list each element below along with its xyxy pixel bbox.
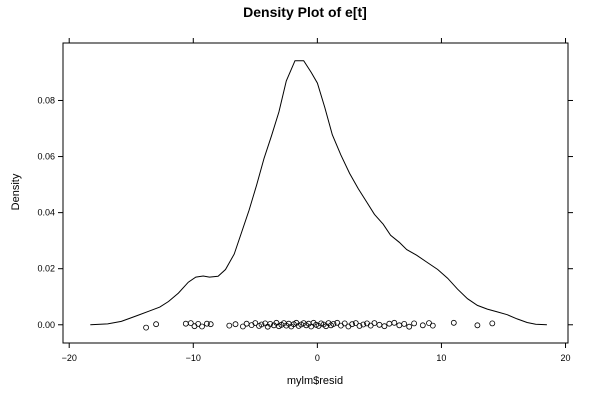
rug-points xyxy=(143,319,496,331)
rug-point xyxy=(330,320,337,327)
rug-point xyxy=(258,321,265,328)
rug-point xyxy=(419,322,426,329)
rug-point xyxy=(489,320,496,327)
rug-point xyxy=(429,322,436,329)
density-curve xyxy=(90,60,547,326)
rug-point xyxy=(411,320,418,327)
rug-point xyxy=(207,321,214,328)
rug-point xyxy=(401,320,408,327)
rug-point xyxy=(187,320,194,327)
x-tick-label: 0 xyxy=(315,353,320,363)
rug-point xyxy=(450,319,457,326)
rug-point xyxy=(143,324,150,331)
y-tick-label: 0.02 xyxy=(37,264,55,274)
rug-point xyxy=(243,320,250,327)
rug-point xyxy=(360,321,367,328)
x-tick-label: 20 xyxy=(561,353,571,363)
rug-point xyxy=(191,323,198,330)
rug-point xyxy=(376,321,383,328)
plot-frame xyxy=(62,42,569,344)
rug-point xyxy=(195,320,202,327)
rug-point xyxy=(267,320,274,327)
rug-point xyxy=(367,322,374,329)
x-tick-label: 10 xyxy=(436,353,446,363)
rug-point xyxy=(334,319,341,326)
rug-point xyxy=(352,320,359,327)
y-tick-label: 0.06 xyxy=(37,152,55,162)
rug-point xyxy=(182,320,189,327)
x-axis-label: mylm$resid xyxy=(287,375,343,387)
rug-point xyxy=(371,320,378,327)
rug-point xyxy=(356,322,363,329)
rug-point xyxy=(391,319,398,326)
rug-point xyxy=(406,323,413,330)
y-tick-label: 0.04 xyxy=(37,208,55,218)
rug-point xyxy=(381,323,388,330)
x-axis: −20 −10 0 10 20 xyxy=(62,38,571,363)
rug-point xyxy=(203,320,210,327)
x-tick-label: −20 xyxy=(62,353,77,363)
y-axis-label: Density xyxy=(10,173,22,210)
rug-point xyxy=(252,320,259,327)
y-tick-label: 0.00 xyxy=(37,320,55,330)
chart-title: Density Plot of e[t] xyxy=(243,4,367,20)
y-axis: 0.00 0.02 0.04 0.06 0.08 xyxy=(37,95,573,330)
rug-point xyxy=(474,322,481,329)
rug-point xyxy=(386,320,393,327)
y-tick-label: 0.08 xyxy=(37,95,55,105)
rug-point xyxy=(153,321,160,328)
rug-point xyxy=(232,321,239,328)
rug-point xyxy=(349,321,356,328)
x-tick-label: −10 xyxy=(186,353,201,363)
rug-point xyxy=(341,320,348,327)
rug-point xyxy=(396,322,403,329)
rug-point xyxy=(239,323,246,330)
rug-point xyxy=(226,322,233,329)
rug-point xyxy=(199,323,205,330)
rug-point xyxy=(337,322,344,329)
rug-point xyxy=(345,323,352,330)
